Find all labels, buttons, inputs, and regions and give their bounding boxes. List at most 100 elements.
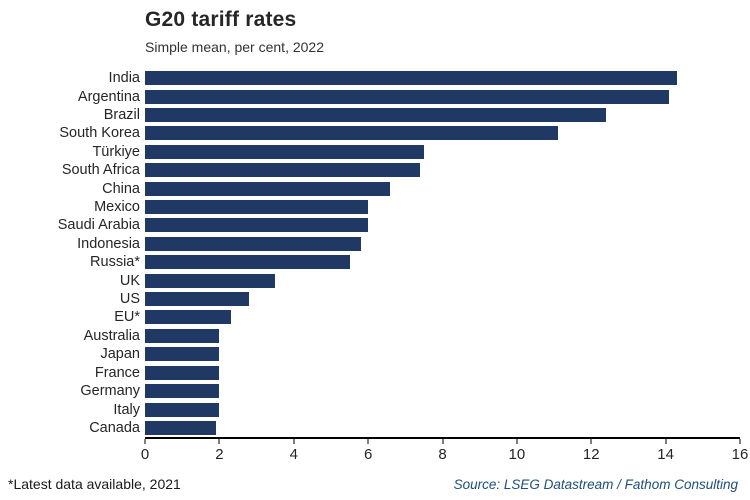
bar (145, 347, 220, 362)
bar (145, 163, 421, 178)
footnote: *Latest data available, 2021 (8, 476, 181, 492)
category-label: Australia (83, 327, 140, 344)
bar (145, 402, 220, 417)
chart-subtitle: Simple mean, per cent, 2022 (145, 39, 324, 55)
bar (145, 108, 607, 123)
category-label: China (102, 180, 140, 197)
bar-row: Italy (8, 400, 740, 418)
x-tick-label: 8 (438, 446, 447, 463)
bar-row: Argentina (8, 87, 740, 105)
category-label: Saudi Arabia (57, 217, 140, 234)
bar-row: Mexico (8, 198, 740, 216)
x-tick-label: 14 (657, 446, 674, 463)
x-tick-label: 0 (140, 446, 150, 463)
bar (145, 89, 670, 104)
x-tick-label: 10 (508, 446, 526, 463)
source-credit: Source: LSEG Datastream / Fathom Consult… (453, 477, 738, 492)
bar (145, 384, 220, 399)
x-tick-mark (739, 439, 741, 444)
bar-row: France (8, 364, 740, 382)
bar-row: Brazil (8, 106, 740, 124)
bar-track (145, 419, 740, 437)
bar-row: China (8, 179, 740, 197)
bar-track (145, 364, 740, 382)
bar-track (145, 308, 740, 326)
bar-row: Türkiye (8, 143, 740, 161)
bar (145, 310, 231, 325)
category-label: Italy (113, 401, 140, 418)
bar-row: Russia* (8, 253, 740, 271)
bar-row: UK (8, 271, 740, 289)
x-tick-label: 16 (731, 446, 749, 463)
bar-track (145, 216, 740, 234)
chart-rows: India Argentina Brazil South Korea Türkiye So… (8, 69, 740, 437)
bar-row: South Africa (8, 161, 740, 179)
x-tick-mark (516, 439, 518, 444)
bar (145, 236, 361, 251)
bar-track (145, 124, 740, 142)
x-tick-label: 2 (215, 446, 224, 463)
bar-track (145, 382, 740, 400)
bar-track (145, 235, 740, 253)
bar-track (145, 290, 740, 308)
bar-track (145, 271, 740, 289)
bar (145, 181, 391, 196)
bar-track (145, 345, 740, 363)
category-label: Germany (80, 383, 140, 400)
category-label: France (94, 364, 140, 381)
bar-track (145, 400, 740, 418)
category-label: India (108, 70, 140, 87)
bar (145, 273, 276, 288)
category-label: Türkiye (92, 143, 140, 160)
bar-track (145, 327, 740, 345)
bar-row: EU* (8, 308, 740, 326)
bar-chart: India Argentina Brazil South Korea Türkiye So… (8, 69, 749, 467)
bar (145, 144, 424, 159)
category-label: EU* (114, 309, 140, 326)
category-label: Indonesia (77, 235, 140, 252)
bar-row: US (8, 290, 740, 308)
category-label: Japan (100, 346, 140, 363)
category-label: South Africa (61, 162, 140, 179)
category-label: UK (119, 272, 140, 289)
bar-row: South Korea (8, 124, 740, 142)
x-tick-mark (665, 439, 667, 444)
x-tick-mark (293, 439, 295, 444)
x-tick-label: 4 (289, 446, 298, 463)
bar-row: India (8, 69, 740, 87)
bar (145, 292, 250, 307)
category-label: US (119, 291, 140, 308)
bar-track (145, 87, 740, 105)
x-tick-mark (442, 439, 443, 444)
bar-track (145, 253, 740, 271)
bar (145, 328, 220, 343)
bar (145, 365, 220, 380)
bar-track (145, 161, 740, 179)
category-label: Canada (89, 419, 140, 436)
x-tick-mark (590, 439, 592, 444)
category-label: South Korea (59, 125, 140, 142)
chart-title: G20 tariff rates (145, 8, 297, 31)
chart-footer: *Latest data available, 2021 Source: LSE… (8, 476, 738, 492)
x-tick-mark (218, 439, 220, 444)
bar-track (145, 179, 740, 197)
x-tick-label: 6 (363, 446, 373, 463)
bar (145, 200, 369, 215)
bar-row: Canada (8, 419, 740, 437)
bar-row: Australia (8, 327, 740, 345)
bar (145, 126, 558, 141)
bar (145, 71, 677, 86)
bar-track (145, 198, 740, 216)
bar-track (145, 106, 740, 124)
bar-track (145, 143, 740, 161)
bar-row: Germany (8, 382, 740, 400)
bar (145, 420, 216, 435)
bar (145, 218, 369, 233)
x-tick-mark (144, 439, 146, 444)
category-label: Mexico (94, 199, 140, 216)
category-label: Argentina (77, 88, 140, 105)
bar-track (145, 69, 740, 87)
x-tick-label: 12 (582, 446, 600, 463)
chart-header: G20 tariff rates Simple mean, per cent, … (145, 8, 740, 55)
